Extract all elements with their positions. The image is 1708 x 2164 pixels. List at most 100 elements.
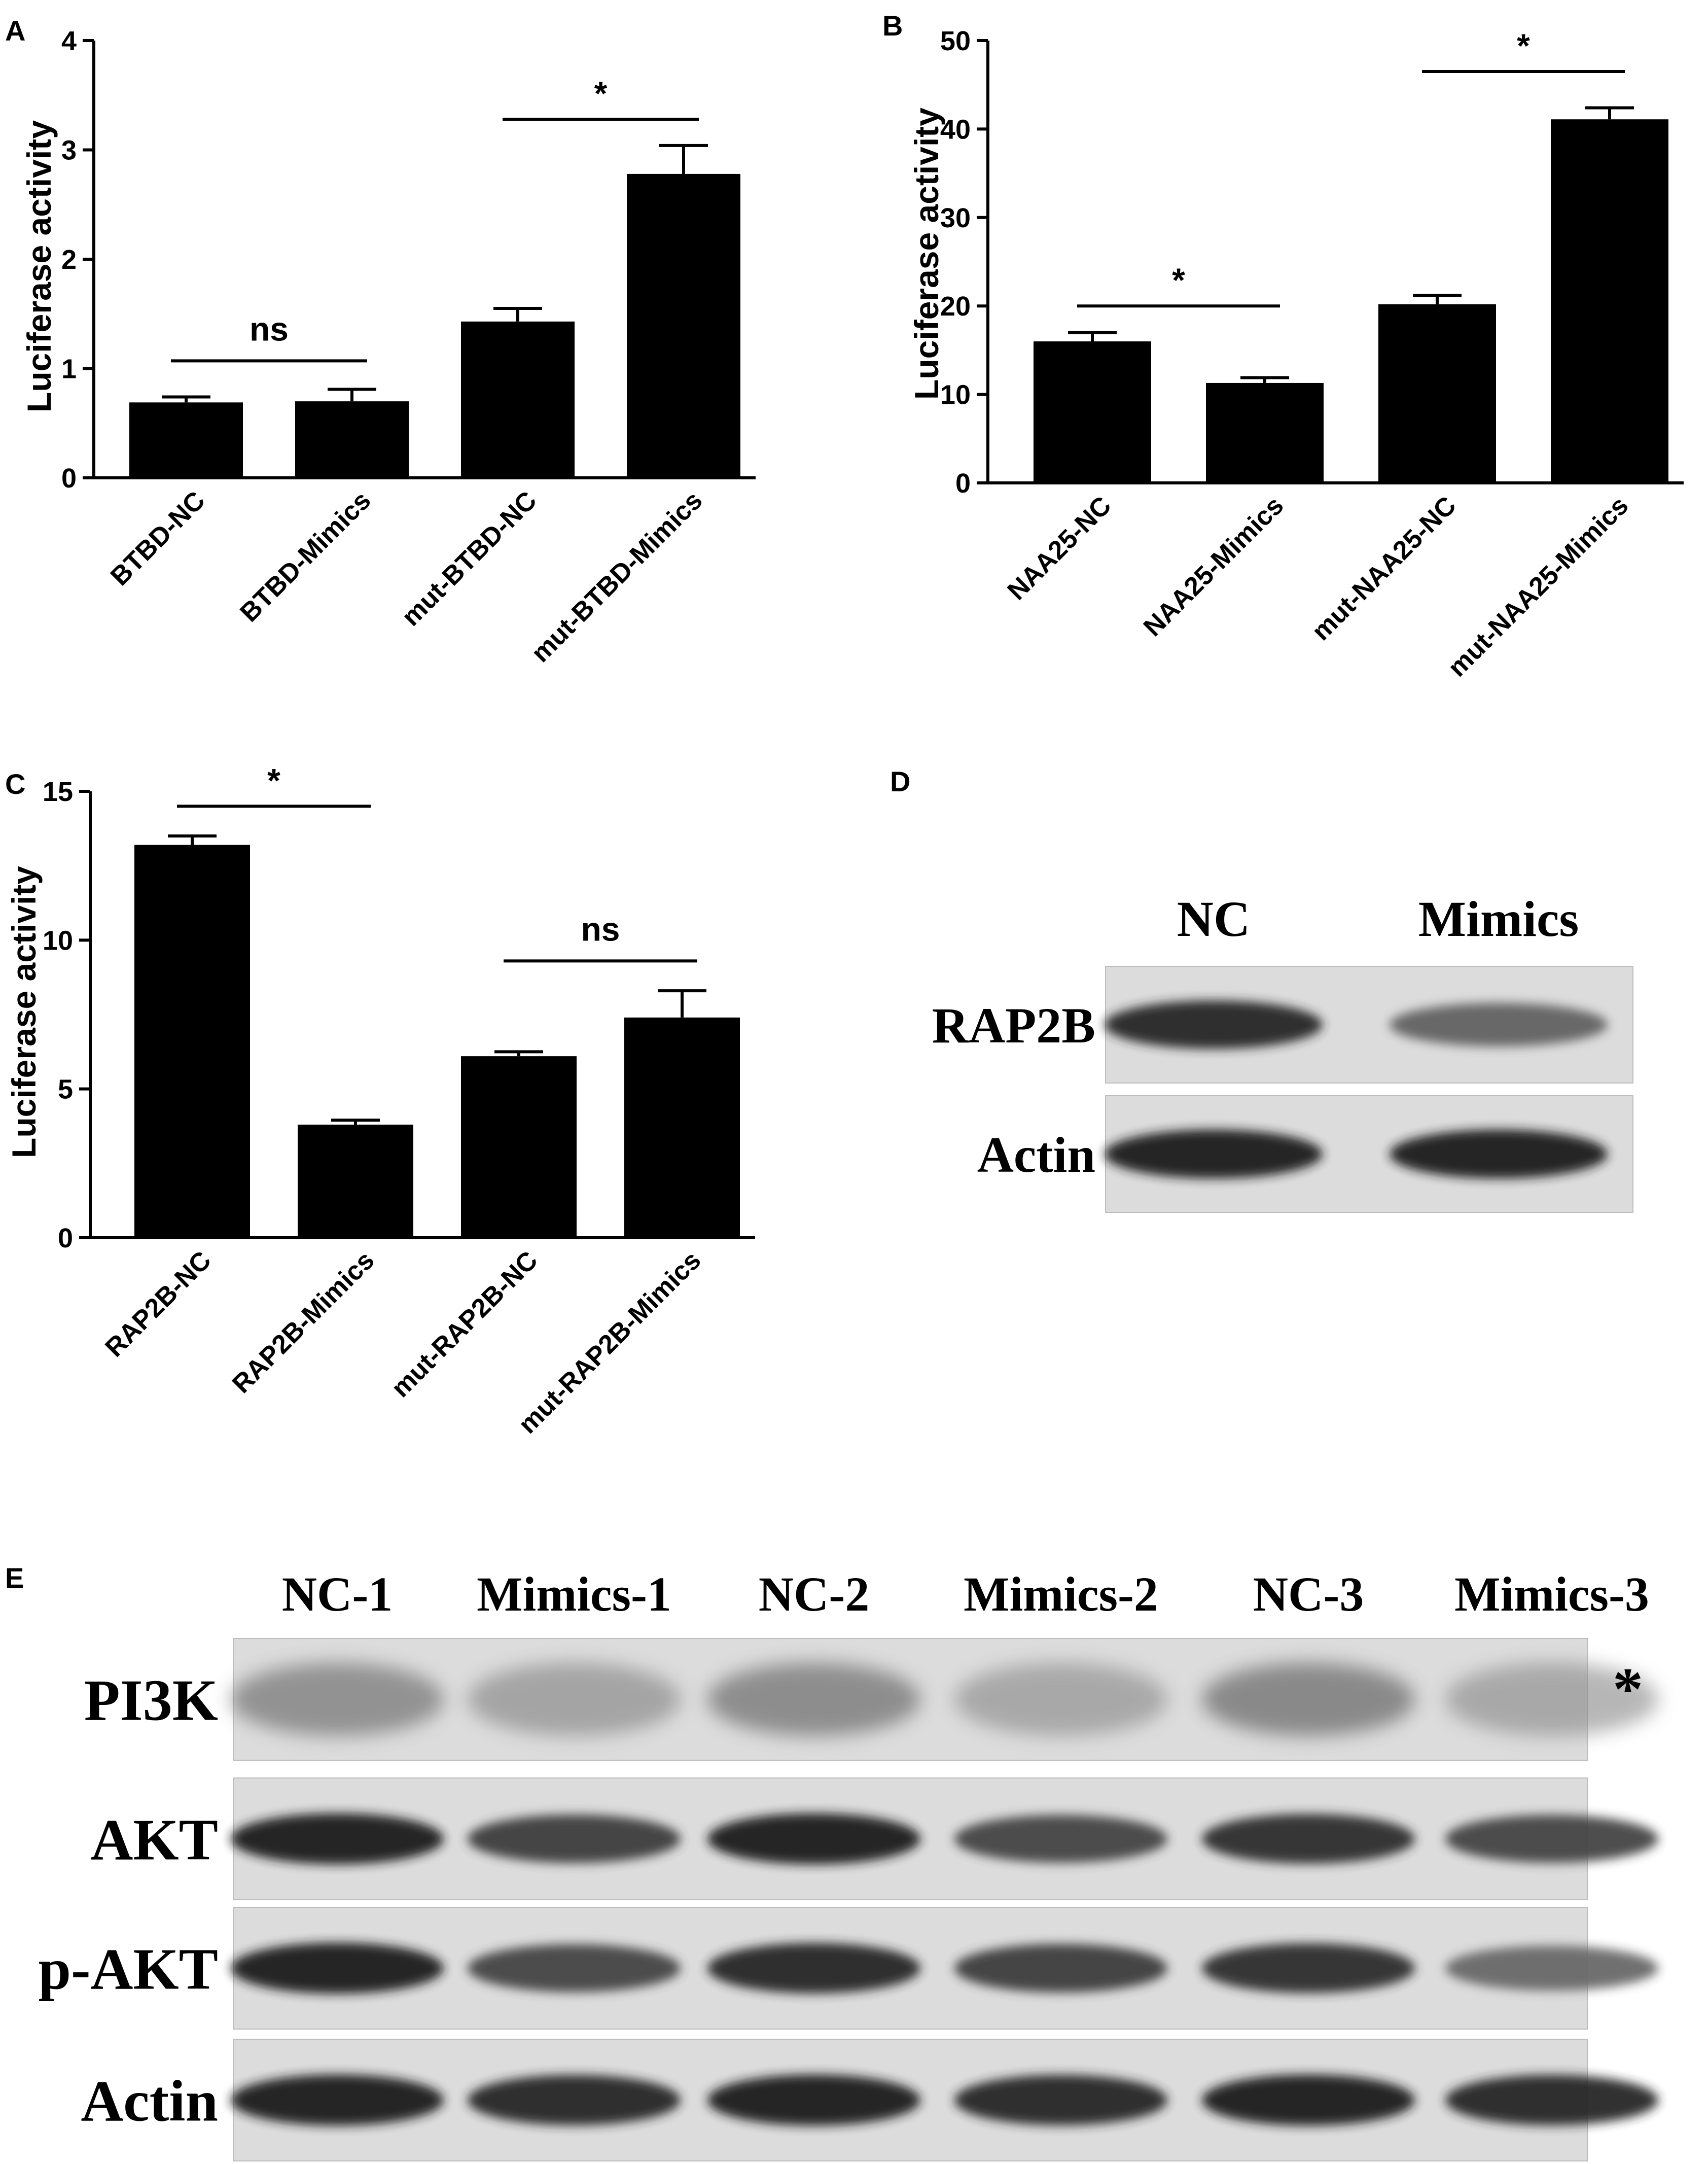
chart-a-y-tick-label: 3 bbox=[61, 135, 77, 166]
chart-a-category-label: BTBD-NC bbox=[105, 485, 210, 591]
blot-row-label: Actin bbox=[977, 1127, 1095, 1183]
chart-b-bar bbox=[1378, 304, 1496, 483]
chart-b-category-label: NAA25-Mimics bbox=[1138, 491, 1289, 642]
blot-band bbox=[707, 1813, 920, 1865]
blot-band bbox=[1445, 1814, 1658, 1863]
blot-band bbox=[1202, 2074, 1415, 2126]
panel-letter-b: B bbox=[882, 10, 903, 42]
chart-c-y-tick-label: 5 bbox=[58, 1074, 73, 1105]
panel-letter-e: E bbox=[5, 1562, 24, 1594]
chart-a-bar bbox=[295, 401, 409, 478]
blot-band bbox=[468, 2075, 681, 2125]
blot-lane-label: NC-2 bbox=[759, 1567, 870, 1621]
blot-band bbox=[1202, 1663, 1415, 1736]
chart-c-significance-label: ns bbox=[581, 910, 620, 948]
blot-band bbox=[954, 1814, 1167, 1863]
blot-e-marker: * bbox=[1613, 1655, 1643, 1723]
chart-b-y-tick-label: 40 bbox=[940, 114, 971, 145]
chart-a-significance-label: * bbox=[594, 75, 608, 112]
blot-band bbox=[1445, 1663, 1658, 1736]
blot-band bbox=[707, 1943, 920, 1994]
chart-b-y-tick-label: 10 bbox=[940, 380, 971, 410]
chart-a-y-tick-label: 2 bbox=[61, 245, 77, 275]
blot-band bbox=[1445, 2075, 1658, 2125]
chart-c-bar bbox=[134, 845, 250, 1238]
blot-band bbox=[231, 2074, 444, 2126]
chart-a-category-label: mut-BTBD-Mimics bbox=[526, 485, 708, 668]
chart-a: Luciferase activity 0 1 2 3 4 BTBD-NC BTBD-Mim… bbox=[20, 26, 756, 668]
chart-b: Luciferase activity 0 10 20 30 40 50 NAA25-NC N… bbox=[908, 26, 1684, 683]
chart-b-y-tick-label: 0 bbox=[955, 468, 971, 499]
blot-band bbox=[231, 1942, 444, 1994]
western-blot-e: NC-1 Mimics-1 NC-2 Mimics-2 NC-3 Mimics-3 PI3K… bbox=[38, 1567, 1658, 2161]
chart-b-significance-label: * bbox=[1172, 261, 1185, 299]
panel-letter-c: C bbox=[5, 768, 25, 800]
chart-c-bar bbox=[461, 1056, 577, 1238]
blot-band bbox=[1445, 1945, 1658, 1991]
blot-lane-label: Mimics-3 bbox=[1454, 1567, 1649, 1621]
panel-letter-d: D bbox=[890, 765, 910, 797]
chart-a-bar bbox=[129, 402, 243, 478]
blot-band bbox=[231, 1813, 444, 1865]
chart-b-category-label: mut-NAA25-NC bbox=[1306, 491, 1462, 646]
chart-b-y-tick-label: 20 bbox=[940, 291, 971, 322]
blot-band bbox=[954, 1663, 1167, 1736]
blot-band bbox=[1202, 1943, 1415, 1994]
chart-c-bar bbox=[298, 1125, 413, 1238]
blot-lane-label: NC-3 bbox=[1253, 1567, 1364, 1621]
chart-b-ylabel: Luciferase activity bbox=[908, 108, 945, 400]
blot-lane-label: NC-1 bbox=[282, 1567, 393, 1621]
chart-a-category-label: mut-BTBD-NC bbox=[396, 485, 542, 632]
chart-b-bar bbox=[1034, 341, 1151, 483]
blot-band bbox=[707, 1663, 920, 1736]
chart-b-bar bbox=[1551, 119, 1668, 483]
blot-band bbox=[231, 1663, 444, 1736]
chart-a-bar bbox=[627, 173, 740, 478]
blot-band bbox=[1390, 1129, 1608, 1179]
chart-a-y-tick-label: 4 bbox=[61, 26, 77, 56]
chart-c-category-label: RAP2B-Mimics bbox=[227, 1245, 380, 1399]
blot-row-label: PI3K bbox=[84, 1668, 218, 1733]
chart-c-category-label: mut-RAP2B-Mimics bbox=[513, 1245, 706, 1439]
chart-a-significance-label: ns bbox=[250, 310, 289, 347]
blot-row-label: p-AKT bbox=[38, 1937, 218, 2002]
blot-lane-label: Mimics bbox=[1418, 891, 1579, 947]
blot-row-label: AKT bbox=[91, 1808, 218, 1873]
blot-band bbox=[1105, 1129, 1323, 1179]
blot-band bbox=[468, 1663, 681, 1736]
chart-c-bar bbox=[624, 1017, 740, 1238]
panel-letter-a: A bbox=[5, 15, 25, 47]
blot-band bbox=[954, 2075, 1167, 2125]
blot-lane-label: Mimics-1 bbox=[477, 1567, 671, 1621]
chart-c-ylabel: Luciferase activity bbox=[5, 866, 43, 1158]
chart-b-category-label: NAA25-NC bbox=[1002, 491, 1117, 606]
chart-c: Luciferase activity 0 5 10 15 RAP2B-NC RAP2B-… bbox=[5, 761, 755, 1440]
chart-a-category-label: BTBD-Mimics bbox=[234, 485, 376, 627]
chart-b-y-tick-label: 50 bbox=[940, 26, 971, 56]
blot-lane-label: NC bbox=[1177, 891, 1250, 947]
chart-c-category-label: mut-RAP2B-NC bbox=[386, 1245, 544, 1403]
chart-c-significance-label: * bbox=[267, 761, 280, 799]
blot-row-label: Actin bbox=[81, 2069, 218, 2134]
chart-c-y-tick-label: 0 bbox=[58, 1223, 73, 1253]
chart-b-category-label: mut-NAA25-Mimics bbox=[1442, 491, 1634, 682]
blot-band bbox=[1390, 1003, 1608, 1046]
chart-b-bar bbox=[1206, 382, 1324, 483]
chart-b-significance-label: * bbox=[1517, 27, 1530, 64]
blot-lane-label: Mimics-2 bbox=[964, 1567, 1158, 1621]
chart-a-y-tick-label: 1 bbox=[61, 354, 77, 385]
blot-band bbox=[707, 2074, 920, 2126]
chart-c-y-tick-label: 10 bbox=[43, 925, 73, 956]
blot-band bbox=[468, 1944, 681, 1993]
chart-b-y-tick-label: 30 bbox=[940, 203, 971, 233]
blot-band bbox=[1202, 1813, 1415, 1864]
chart-c-category-label: RAP2B-NC bbox=[99, 1245, 217, 1363]
blot-row-label: RAP2B bbox=[932, 997, 1095, 1054]
chart-a-y-tick-label: 0 bbox=[61, 463, 77, 494]
blot-band bbox=[954, 1944, 1167, 1993]
blot-band bbox=[468, 1814, 681, 1863]
blot-band bbox=[1105, 1000, 1323, 1049]
chart-a-bar bbox=[461, 321, 575, 478]
chart-a-ylabel: Luciferase activity bbox=[20, 120, 58, 412]
